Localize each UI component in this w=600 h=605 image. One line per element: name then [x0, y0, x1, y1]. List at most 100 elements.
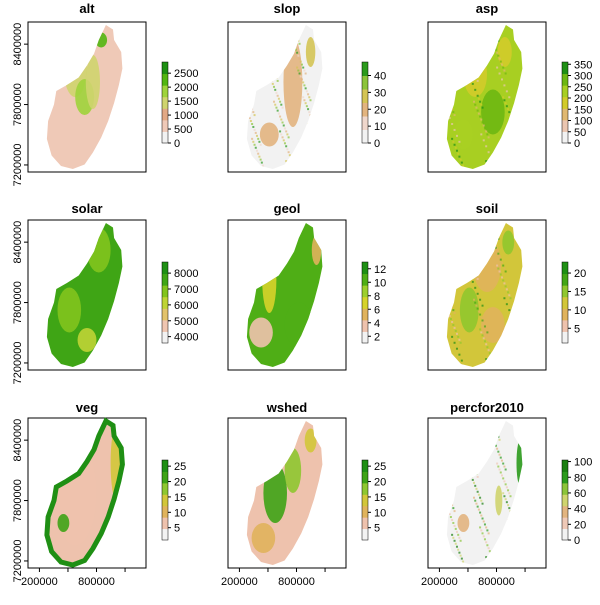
legend-swatch	[562, 308, 568, 321]
y-tick-label: 7800000	[12, 281, 24, 324]
raster-pixel	[505, 303, 508, 306]
raster-pixel	[507, 291, 510, 294]
legend-swatch	[562, 528, 568, 541]
raster-pixel	[285, 130, 288, 133]
legend-tick-label: 10	[174, 507, 186, 519]
raster-pixel	[260, 161, 263, 164]
raster-pixel	[499, 456, 502, 459]
legend-border	[361, 261, 369, 344]
raster-pixel	[482, 337, 485, 340]
legend-swatch	[362, 262, 368, 275]
raster-patch	[497, 37, 512, 67]
raster-patch	[453, 119, 473, 150]
raster-pixel	[498, 438, 501, 441]
raster-pixel	[460, 557, 463, 560]
legend-swatch	[362, 319, 368, 332]
raster-pixel	[476, 277, 479, 280]
raster-pixel	[457, 548, 460, 551]
legend-swatch	[362, 285, 368, 298]
raster-pixel	[455, 332, 458, 335]
raster-pixel	[474, 484, 477, 487]
raster-pixel	[451, 533, 454, 536]
raster-pixel	[249, 120, 252, 123]
raster-pixel	[457, 137, 460, 140]
legend-swatch	[162, 528, 168, 541]
raster-pixel	[287, 136, 290, 139]
raster-pixel	[504, 270, 507, 273]
legend-border	[161, 61, 169, 144]
raster-pixel	[502, 66, 505, 69]
raster-pixel	[487, 136, 490, 139]
raster-pixel	[452, 338, 455, 341]
legend-swatch	[562, 131, 568, 144]
raster-pixel	[487, 532, 490, 535]
legend-tick-label: 0	[574, 138, 580, 150]
raster-pixel	[458, 338, 461, 341]
legend-tick-label: 4000	[174, 332, 198, 344]
raster-pixel	[273, 100, 276, 103]
x-tick-label: 800000	[478, 576, 515, 588]
raster-pixel	[497, 252, 500, 255]
raster-pixel	[482, 322, 485, 325]
legend-swatch	[162, 471, 168, 484]
raster-pixel	[485, 145, 488, 148]
raster-pixel	[475, 91, 478, 94]
raster-pixel	[502, 279, 505, 282]
raster-pixel	[487, 349, 490, 352]
raster-pixel	[276, 79, 279, 82]
raster-pixel	[459, 341, 462, 344]
raster-pixel	[477, 310, 480, 313]
raster-pixel	[476, 505, 479, 508]
raster-pixel	[300, 63, 303, 66]
raster-pixel	[254, 131, 257, 134]
raster-pixel	[481, 106, 484, 109]
legend-swatch	[362, 75, 368, 90]
raster-patch	[305, 37, 316, 67]
legend-tick-label: 2000	[174, 82, 198, 94]
raster-pixel	[453, 326, 456, 329]
raster-pixel	[485, 130, 488, 133]
raster-pixel	[500, 78, 503, 81]
legend-tick-label: 100	[574, 116, 592, 128]
raster-pixel	[451, 518, 454, 521]
y-tick-label: 7800000	[12, 83, 24, 126]
raster-patch	[502, 230, 515, 255]
legend-swatch	[162, 262, 168, 275]
raster-pixel	[454, 329, 457, 332]
raster-pixel	[299, 60, 302, 63]
raster-pixel	[460, 359, 463, 362]
legend-swatch	[162, 285, 168, 298]
raster-pixel	[296, 66, 299, 69]
raster-pixel	[498, 240, 501, 243]
raster-pixel	[458, 155, 461, 158]
raster-pixel	[496, 462, 499, 465]
legend-tick-label: 8000	[174, 268, 198, 280]
raster-pixel	[500, 63, 503, 66]
panel-title: solar	[71, 201, 102, 216]
raster-pixel	[503, 480, 506, 483]
raster-pixel	[454, 344, 457, 347]
raster-pixel	[485, 526, 488, 529]
legend-colorbar: 0 10 20 30 40	[361, 61, 386, 150]
raster-pixel	[459, 554, 462, 557]
raster-pixel	[481, 334, 484, 337]
raster-pixel	[309, 99, 312, 102]
legend-colorbar: 5 10 15 20 25	[361, 459, 386, 541]
raster-pixel	[503, 282, 506, 285]
raster-pixel	[480, 529, 483, 532]
legend-swatch	[562, 296, 568, 309]
raster-pixel	[473, 496, 476, 499]
legend-swatch	[562, 494, 568, 507]
legend-tick-label: 15	[174, 492, 186, 504]
raster-pixel	[454, 131, 457, 134]
raster-pixel	[502, 81, 505, 84]
raster-pixel	[296, 51, 299, 54]
raster-pixel	[458, 536, 461, 539]
legend-border	[161, 459, 169, 541]
legend-swatch	[162, 505, 168, 518]
legend-tick-label: 300	[574, 71, 592, 83]
raster-pixel	[273, 85, 276, 88]
raster-pixel	[504, 285, 507, 288]
legend-tick-label: 25	[374, 461, 386, 473]
raster-pixel	[304, 72, 307, 75]
